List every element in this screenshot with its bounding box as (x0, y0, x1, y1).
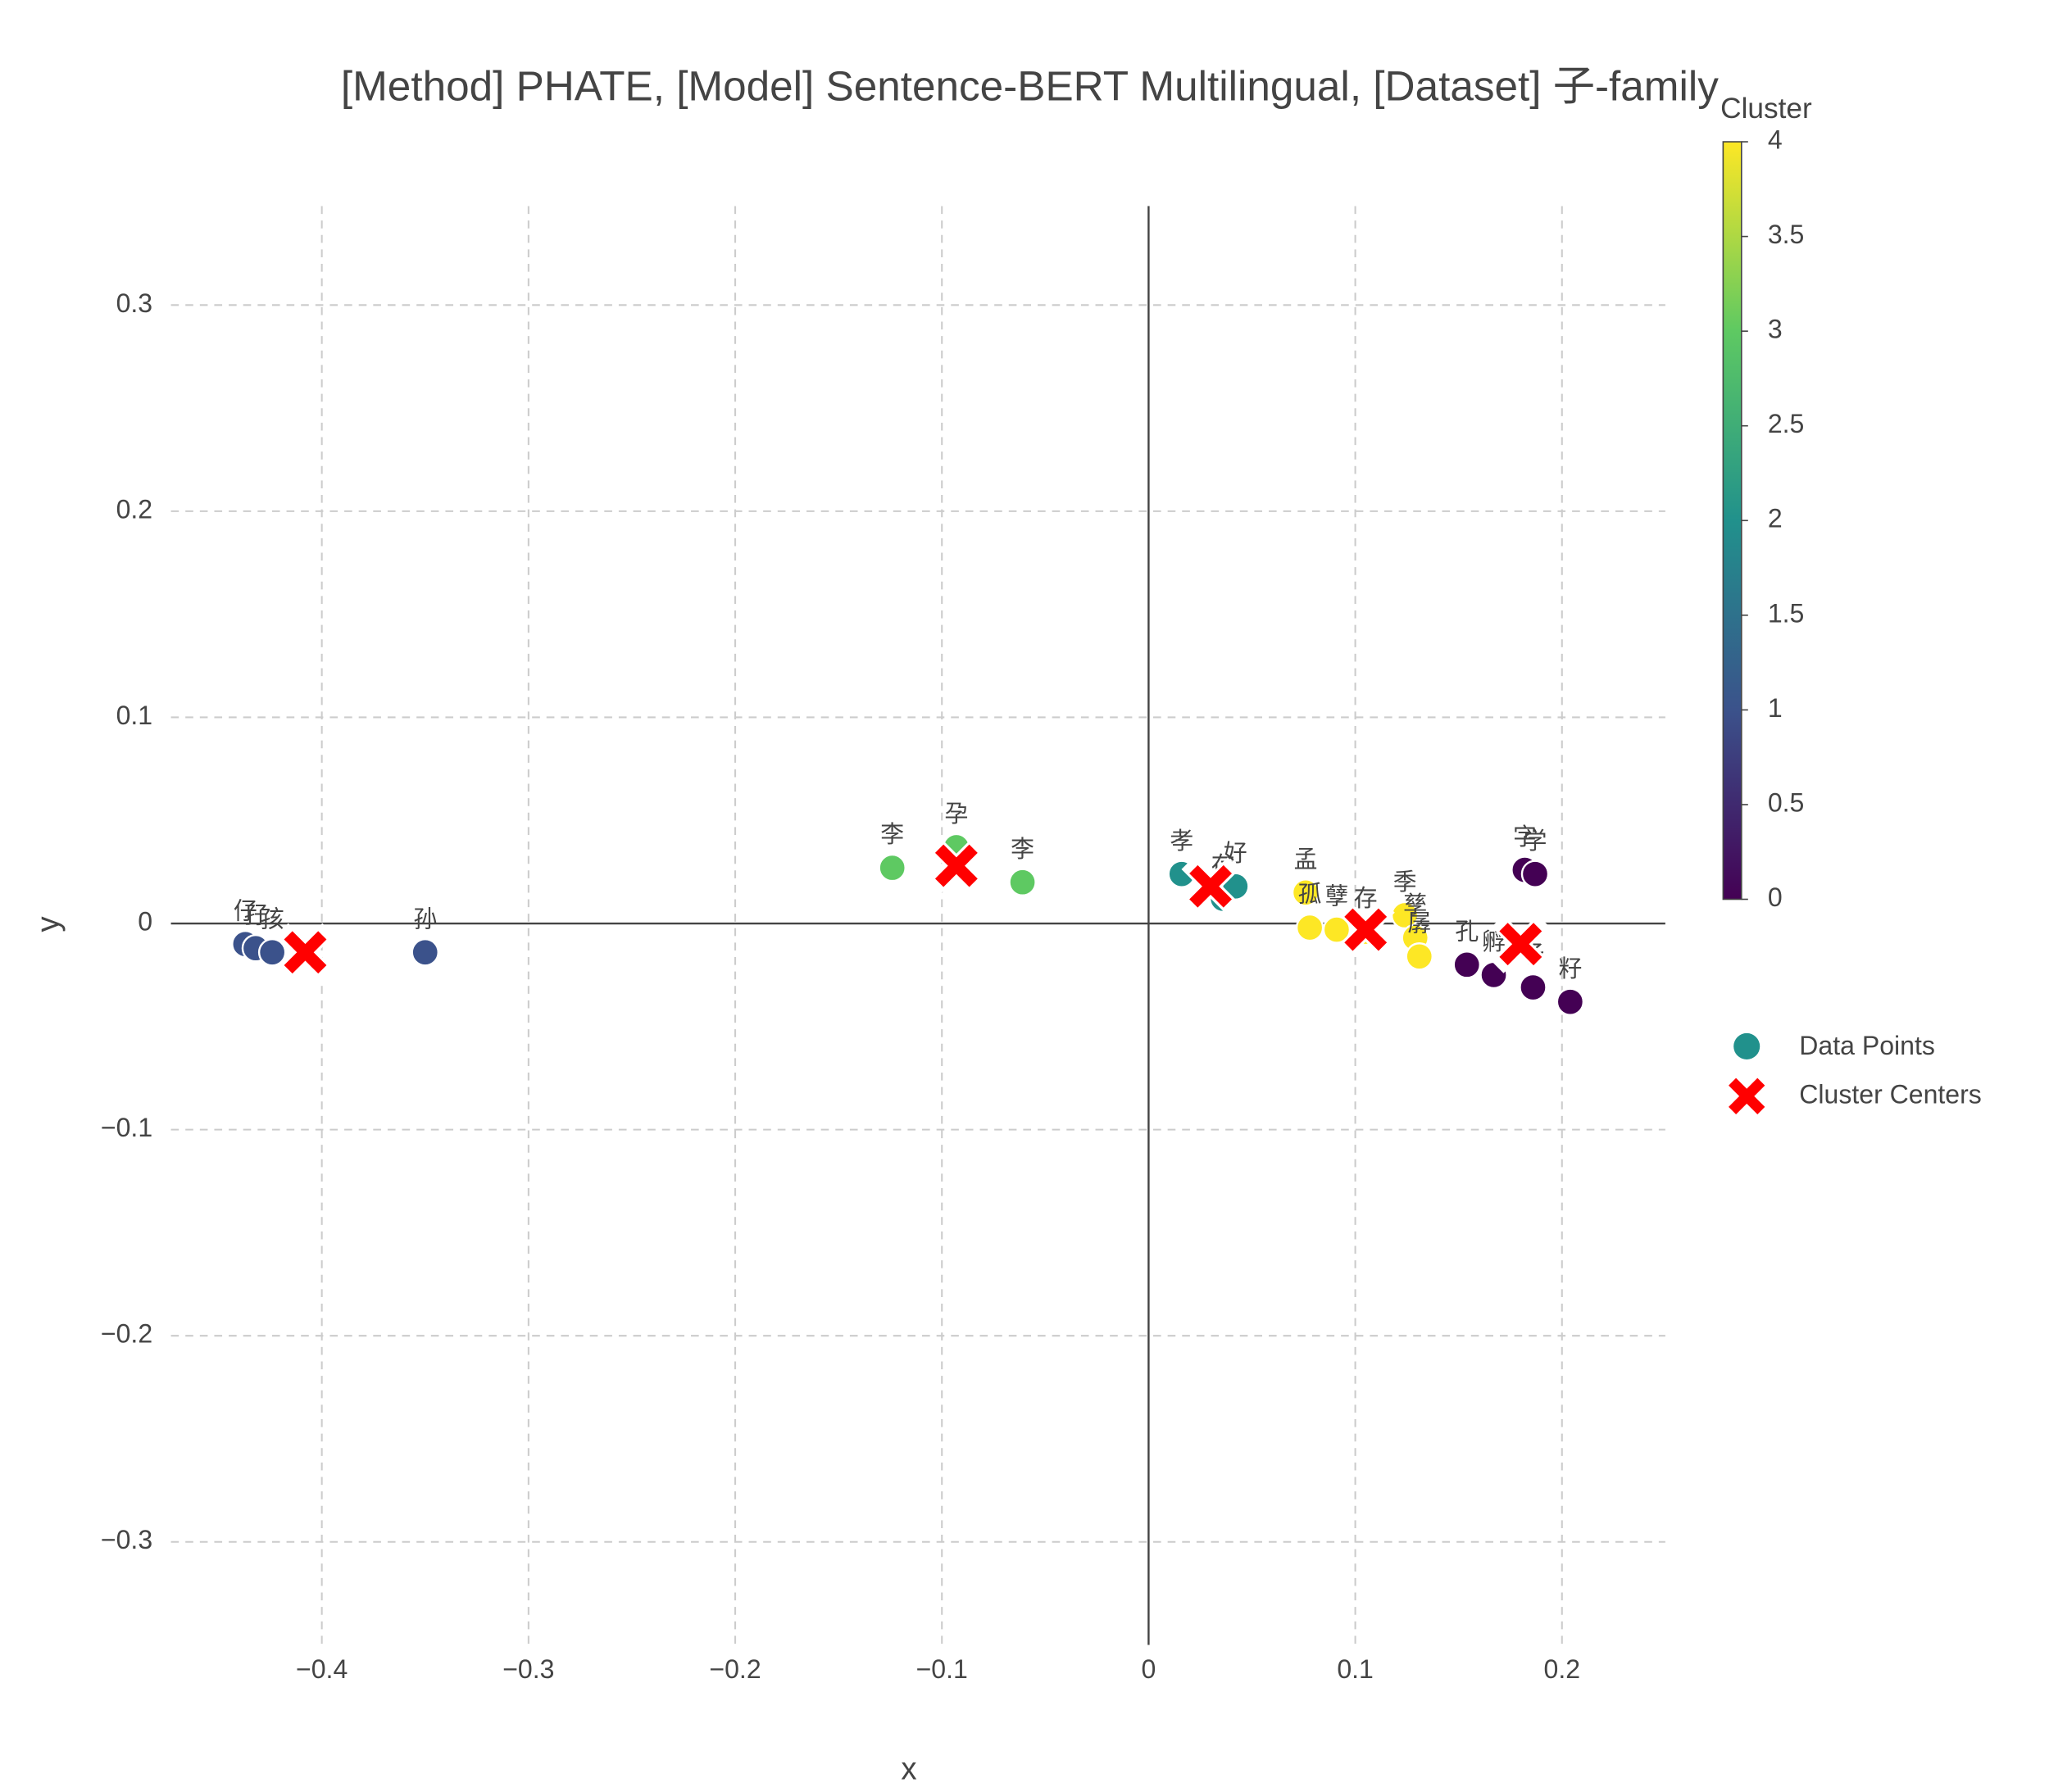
data-point (1008, 868, 1037, 896)
data-point (257, 938, 287, 967)
x-tick-label: −0.3 (502, 1654, 554, 1684)
point-label: 孱 (1407, 910, 1431, 937)
colorbar-tick-label: 1.5 (1768, 598, 1805, 628)
colorbar-tick-label: 4 (1768, 125, 1783, 155)
cluster-center (275, 923, 335, 982)
colorbar-title: Cluster (1720, 93, 1812, 125)
y-tick-label: −0.3 (101, 1525, 152, 1554)
colorbar-tick-label: 0 (1768, 882, 1783, 912)
data-point (1519, 973, 1547, 1002)
x-tick-label: 0.1 (1337, 1654, 1374, 1684)
data-point (411, 938, 439, 967)
colorbar-tick-label: 1 (1768, 693, 1783, 723)
legend-marker (1733, 1032, 1761, 1059)
colorbar-tick-label: 3.5 (1768, 220, 1805, 249)
y-tick-label: 0 (138, 907, 152, 937)
point-label: 李 (880, 822, 904, 848)
data-point (1291, 878, 1320, 907)
colorbar-tick-label: 3 (1768, 315, 1783, 344)
cluster-center (1181, 857, 1240, 916)
data-point (1295, 913, 1324, 942)
colorbar-tick-label: 0.5 (1768, 787, 1805, 817)
y-tick-label: −0.1 (101, 1113, 152, 1142)
x-tick-label: −0.4 (296, 1654, 348, 1684)
point-label: 孔 (1455, 919, 1479, 946)
point-label: 孤 (1298, 882, 1322, 908)
point-label: 季 (1393, 869, 1417, 896)
colorbar-tick-label: 2 (1768, 504, 1783, 533)
point-label: 孟 (1294, 846, 1318, 873)
point-label: 孕 (944, 801, 968, 828)
point-label: 学 (1524, 828, 1547, 855)
data-point (878, 853, 906, 882)
point-label: 籽 (1558, 956, 1582, 982)
cluster-center (1336, 901, 1395, 960)
cluster-center-x (1499, 923, 1542, 966)
point-label: 仔 (234, 898, 257, 924)
chart-title: [Method] PHATE, [Model] Sentence-BERT Mu… (341, 62, 1719, 109)
colorbar-tick-label: 2.5 (1768, 409, 1805, 438)
data-point (1556, 987, 1585, 1016)
y-tick-label: 0.1 (116, 701, 153, 730)
cluster-center-x (1189, 864, 1232, 908)
data-point (1452, 950, 1481, 979)
legend-label: Data Points (1799, 1031, 1935, 1060)
data-point (1405, 942, 1433, 971)
legend-label: Cluster Centers (1799, 1079, 1982, 1109)
y-tick-label: 0.2 (116, 494, 153, 524)
cluster-center-x (284, 931, 327, 974)
legend-marker (1729, 1077, 1765, 1114)
cluster-center-x (1344, 908, 1388, 951)
point-label: 孖 (244, 902, 268, 928)
cluster-center-x (934, 844, 978, 887)
x-tick-label: 0.2 (1544, 1654, 1581, 1684)
x-tick-label: −0.1 (916, 1654, 968, 1684)
x-tick-label: −0.2 (709, 1654, 761, 1684)
data-point (1322, 915, 1352, 944)
cluster-center (927, 837, 986, 896)
x-axis-label: x (901, 1752, 916, 1787)
point-label: 字 (1513, 824, 1537, 851)
x-tick-label: 0 (1141, 1654, 1156, 1684)
point-label: 孳 (1403, 892, 1427, 919)
point-label: 孩 (261, 906, 284, 932)
y-axis-label: y (30, 916, 66, 932)
point-label: 存 (1354, 886, 1378, 912)
point-label: 孝 (1170, 828, 1193, 855)
cluster-center (1491, 914, 1550, 973)
point-label: 孙 (413, 906, 437, 932)
colorbar (1722, 141, 1742, 901)
y-tick-label: −0.2 (101, 1319, 152, 1349)
point-label: 李 (1011, 837, 1034, 863)
y-tick-label: 0.3 (116, 288, 153, 318)
data-point (1520, 860, 1550, 888)
